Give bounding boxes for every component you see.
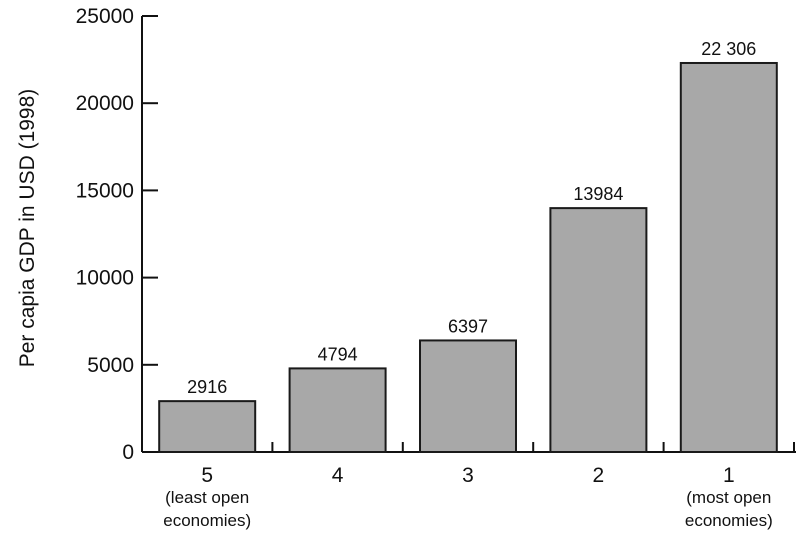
bar-value-label: 2916: [187, 377, 227, 397]
x-category-label: 4: [332, 464, 344, 487]
bar: [549, 207, 648, 453]
x-category-sublabel: economies): [163, 511, 251, 530]
y-tick-label: 5000: [87, 354, 134, 377]
bar-value-label: 13984: [573, 184, 623, 204]
bar: [158, 400, 257, 453]
x-category-label: 5: [201, 464, 213, 487]
x-category-sublabel: (least open: [165, 488, 249, 507]
bars: 2916 4794 6397 13984 22 306: [158, 39, 778, 453]
y-tick-label: 10000: [76, 267, 134, 290]
x-category-label: 3: [462, 464, 474, 487]
bar-value-label: 22 306: [701, 39, 756, 59]
y-tick-label: 15000: [76, 179, 134, 202]
y-tick-label: 0: [122, 441, 134, 464]
bar-value-label: 4794: [318, 344, 358, 364]
bar: [288, 367, 387, 453]
bar: [679, 61, 778, 453]
x-category-label: 2: [593, 464, 605, 487]
bar: [419, 339, 517, 453]
y-tick-label: 20000: [76, 92, 134, 115]
y-axis-label: Per capia GDP in USD (1998): [16, 89, 39, 368]
x-category-sublabel: economies): [685, 511, 773, 530]
x-category-sublabel: (most open: [686, 488, 771, 507]
bar-value-label: 6397: [448, 316, 488, 336]
x-axis: 5(least open economies) 4 3 2 1(most open econ…: [142, 442, 796, 530]
y-axis: 0 5000 10000 15000 20000 25000: [76, 5, 158, 464]
y-tick-label: 25000: [76, 5, 134, 28]
x-category-label: 1: [723, 464, 735, 487]
